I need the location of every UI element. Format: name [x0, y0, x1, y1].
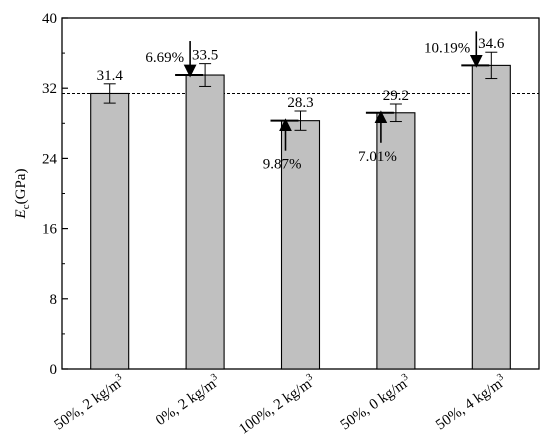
y-tick-label: 40: [42, 11, 57, 27]
bar: [280, 120, 321, 370]
y-tick-label: 32: [42, 81, 57, 97]
category-label: 50%, 0 kg/m3: [337, 372, 415, 434]
bar: [471, 64, 511, 370]
category-label: 100%, 2 kg/m3: [235, 372, 319, 438]
annotation-label: 7.01%: [358, 149, 397, 165]
bar: [185, 74, 225, 370]
annotation-label: 10.19%: [424, 40, 470, 56]
y-tick-label: 16: [42, 222, 58, 238]
y-axis-label: Ec(GPa): [13, 169, 32, 220]
data-label: 28.3: [287, 95, 313, 111]
category-label: 0%, 2 kg/m3: [152, 372, 223, 430]
bar: [90, 92, 130, 370]
data-label: 31.4: [97, 68, 124, 84]
annotation-label: 6.69%: [145, 50, 184, 66]
data-label: 34.6: [478, 36, 505, 52]
category-label: 50%, 2 kg/m3: [50, 372, 128, 434]
y-tick-label: 8: [50, 292, 58, 308]
data-label: 29.2: [383, 88, 409, 104]
data-label: 33.5: [192, 48, 218, 64]
y-tick-label: 24: [42, 151, 58, 167]
y-tick-label: 0: [50, 362, 58, 378]
category-label: 50%, 4 kg/m3: [432, 372, 510, 434]
annotation-label: 9.87%: [263, 157, 302, 173]
bar: [376, 112, 416, 370]
